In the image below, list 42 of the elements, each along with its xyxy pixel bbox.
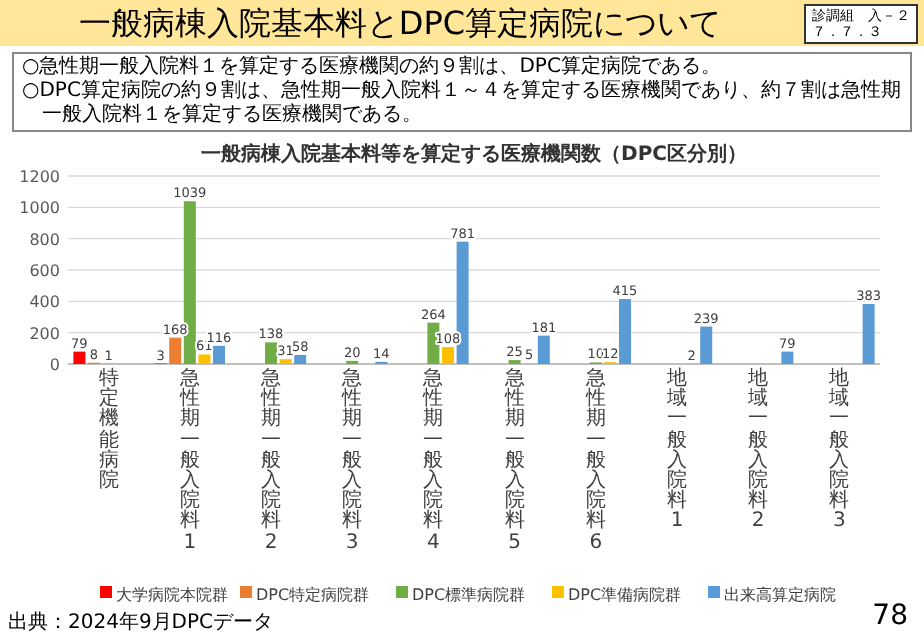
text: 78 [872, 600, 908, 632]
bar [213, 345, 225, 364]
source-note: 出典：2024年9月DPCデータ [8, 612, 274, 636]
category-label: 急性期一般入院料4 [423, 368, 444, 554]
bar [169, 337, 182, 364]
bar [294, 354, 307, 364]
x-tick-label: 地域一般入院料2 [746, 368, 771, 534]
x-tick-label: 地域一般入院料3 [827, 368, 852, 534]
bar [619, 298, 631, 364]
y-tick-label: 600 [29, 262, 60, 280]
bar [265, 342, 277, 364]
bar [456, 241, 469, 364]
category-label: 急性期一般入院料6 [585, 368, 606, 554]
y-tick-label: 1200 [19, 168, 60, 186]
bar [781, 351, 794, 364]
y-tick-label: 1000 [19, 199, 60, 218]
text: ○DPC算定病院の約９割は、急性期一般入院料１～４を算定する医療機関であり、約７割は急性期一般入院料１を算定する医療機関である。 [22, 80, 902, 128]
y-tick-label: 0 [49, 356, 60, 374]
bar [537, 335, 550, 364]
legend-label: DPC準備病院群 [568, 586, 682, 604]
x-tick-label: 地域一般入院料1 [665, 368, 689, 534]
bar [73, 351, 86, 364]
bar [700, 326, 713, 364]
x-tick-label: 特定機能病院 [96, 368, 121, 493]
bar [198, 354, 211, 364]
category-label: 急性期一般入院料2 [261, 368, 281, 554]
category-label: 急性期一般入院料5 [504, 368, 525, 554]
y-tick-label: 800 [29, 230, 60, 249]
chart-title: 一般病棟入院基本料とDPC算定病院について [76, 4, 724, 42]
y-tick-label: 200 [29, 324, 60, 343]
legend-label: 出来高算定病院 [724, 586, 836, 604]
text: ○急性期一般入院料１を算定する医療機関の約９割は、DPC算定病院である。 [22, 56, 723, 79]
category-label: 急性期一般入院料3 [342, 368, 363, 554]
bar [442, 347, 454, 364]
legend-label: DPC特定病院群 [256, 586, 370, 604]
bar [183, 201, 196, 364]
bar [862, 304, 875, 364]
legend-label: DPC標準病院群 [412, 586, 526, 604]
y-tick-label: 400 [29, 293, 60, 312]
chart-subtitle: 一般病棟入院基本料等を算定する医療機関数（DPC区分別） [201, 142, 747, 166]
category-label: 急性期一般入院料1 [179, 368, 200, 554]
legend-label: 大学病院本院群 [116, 586, 228, 604]
